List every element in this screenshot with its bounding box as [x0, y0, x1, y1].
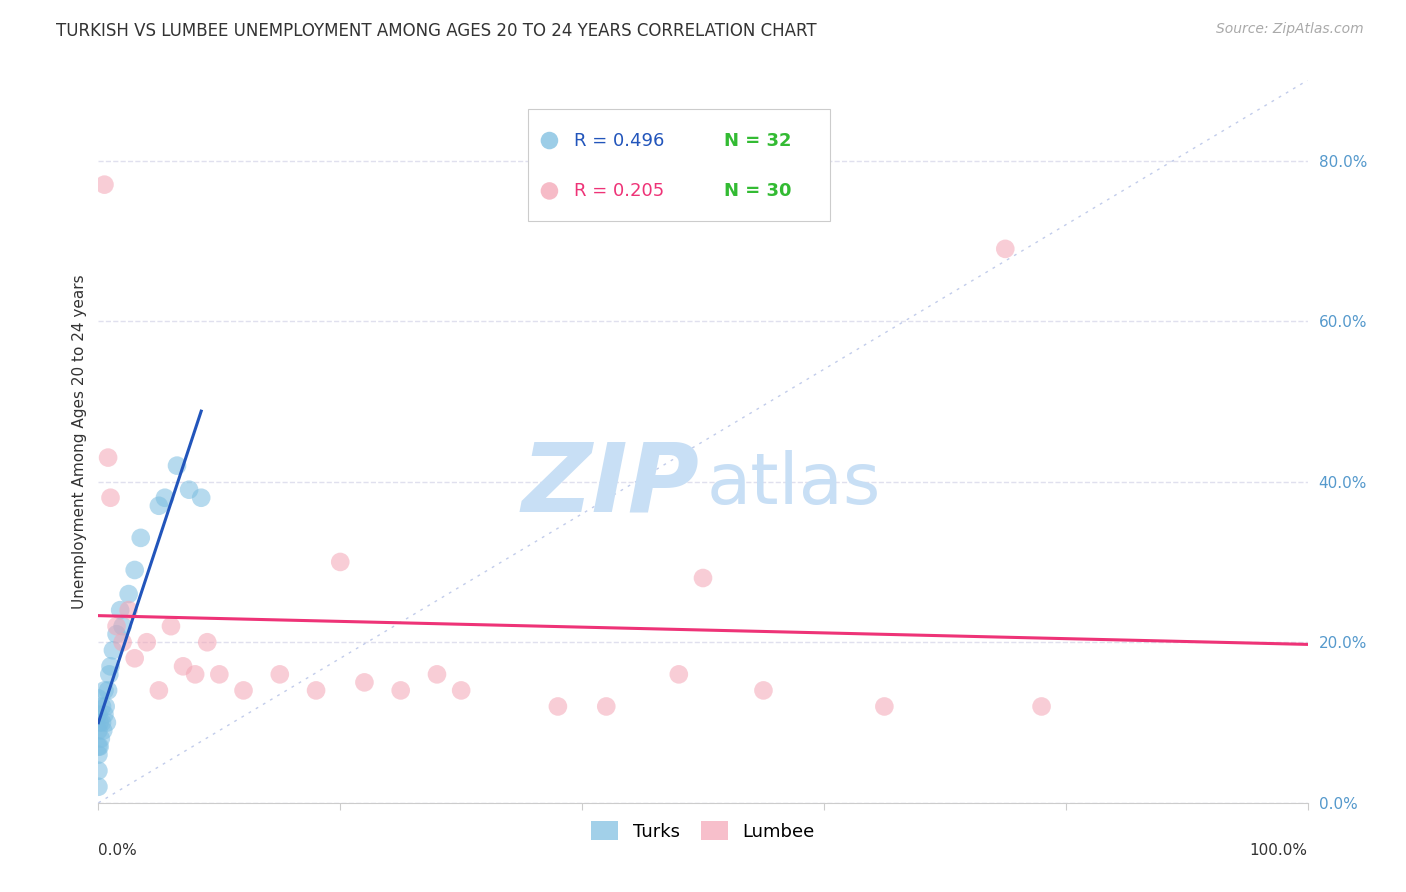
Point — [101, 643, 124, 657]
Point — [353, 675, 375, 690]
Text: R = 0.496: R = 0.496 — [574, 131, 664, 150]
Text: N = 30: N = 30 — [724, 182, 792, 200]
Point — [668, 667, 690, 681]
Point — [124, 651, 146, 665]
Point — [148, 683, 170, 698]
Point — [93, 707, 115, 722]
Point — [389, 683, 412, 698]
FancyBboxPatch shape — [527, 109, 830, 221]
Point — [93, 683, 115, 698]
Point — [450, 683, 472, 698]
Point — [108, 603, 131, 617]
Point — [87, 691, 110, 706]
Text: atlas: atlas — [707, 450, 882, 519]
Point — [195, 635, 218, 649]
Point — [91, 699, 114, 714]
Point — [87, 739, 110, 754]
Text: R = 0.205: R = 0.205 — [574, 182, 664, 200]
Point — [89, 715, 111, 730]
Point — [305, 683, 328, 698]
Point — [91, 723, 114, 738]
Text: Source: ZipAtlas.com: Source: ZipAtlas.com — [1216, 22, 1364, 37]
Point — [94, 699, 117, 714]
Point — [118, 587, 141, 601]
Point — [89, 739, 111, 754]
Point — [184, 667, 207, 681]
Point — [105, 627, 128, 641]
Point — [91, 715, 114, 730]
Point — [269, 667, 291, 681]
Point — [873, 699, 896, 714]
Point — [105, 619, 128, 633]
Point — [994, 242, 1017, 256]
Point — [752, 683, 775, 698]
Point — [329, 555, 352, 569]
Point — [97, 683, 120, 698]
Point — [1031, 699, 1053, 714]
Text: TURKISH VS LUMBEE UNEMPLOYMENT AMONG AGES 20 TO 24 YEARS CORRELATION CHART: TURKISH VS LUMBEE UNEMPLOYMENT AMONG AGE… — [56, 22, 817, 40]
Y-axis label: Unemployment Among Ages 20 to 24 years: Unemployment Among Ages 20 to 24 years — [72, 274, 87, 609]
Point — [595, 699, 617, 714]
Text: 100.0%: 100.0% — [1250, 843, 1308, 857]
Legend: Turks, Lumbee: Turks, Lumbee — [583, 814, 823, 848]
Point — [208, 667, 231, 681]
Point — [172, 659, 194, 673]
Point — [87, 707, 110, 722]
Text: N = 32: N = 32 — [724, 131, 792, 150]
Point — [87, 747, 110, 762]
Text: 0.0%: 0.0% — [98, 843, 138, 857]
Point — [190, 491, 212, 505]
Point — [111, 619, 134, 633]
Point — [111, 635, 134, 649]
Point — [135, 635, 157, 649]
Point — [148, 499, 170, 513]
Point — [547, 699, 569, 714]
Point — [160, 619, 183, 633]
Point — [153, 491, 176, 505]
Point — [87, 764, 110, 778]
Point — [96, 715, 118, 730]
Point — [179, 483, 201, 497]
Point — [93, 178, 115, 192]
Point — [90, 731, 112, 746]
Point — [232, 683, 254, 698]
Point — [97, 450, 120, 465]
Point — [129, 531, 152, 545]
Point — [100, 491, 122, 505]
Text: ZIP: ZIP — [522, 438, 699, 532]
Point — [426, 667, 449, 681]
Point — [100, 659, 122, 673]
Point — [118, 603, 141, 617]
Point — [87, 780, 110, 794]
Point — [692, 571, 714, 585]
Point — [538, 60, 561, 74]
Point — [538, 116, 561, 130]
Point — [87, 723, 110, 738]
Point — [166, 458, 188, 473]
Point — [98, 667, 121, 681]
Point — [124, 563, 146, 577]
